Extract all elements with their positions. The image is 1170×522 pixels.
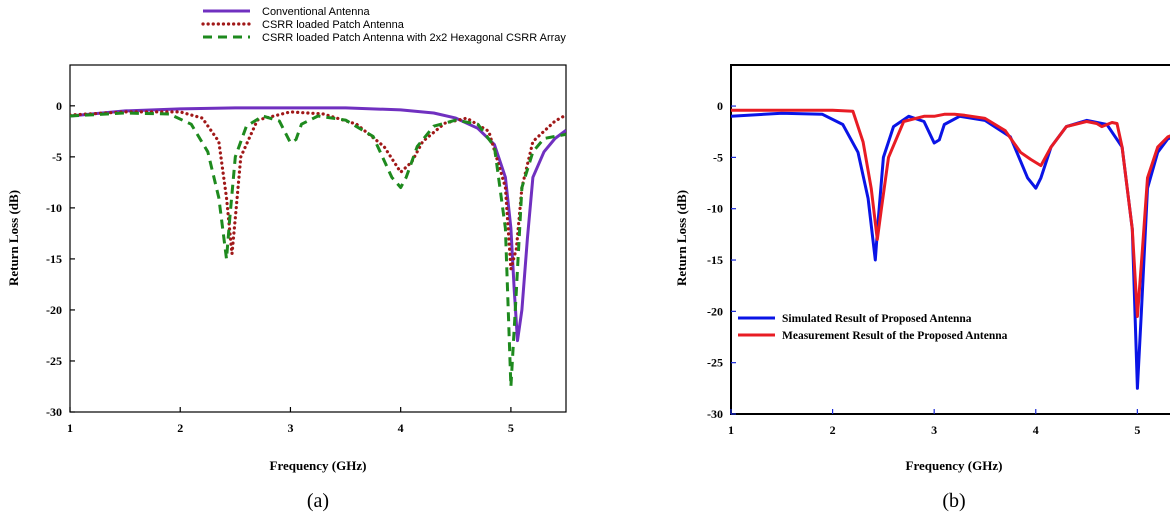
legend-label: CSRR loaded Patch Antenna with 2x2 Hexag… [262,32,566,44]
x-tick-label: 5 [508,421,514,435]
y-tick-label: -30 [707,407,723,421]
y-tick-label: -20 [707,304,723,318]
x-axis-title-b: Frequency (GHz) [906,458,1003,473]
legend-label: Simulated Result of Proposed Antenna [782,313,972,325]
y-axis-title-a: Return Loss (dB) [6,190,21,286]
x-tick-label: 5 [1134,423,1140,437]
y-tick-label: 0 [717,99,723,113]
y-tick-label: -15 [707,253,723,267]
y-tick-label: -25 [46,354,62,368]
x-tick-label: 3 [931,423,937,437]
y-tick-label: -10 [707,202,723,216]
series-line-1 [731,111,1170,390]
series-line-3 [70,111,566,388]
y-tick-label: -25 [707,356,723,370]
legend-label: CSRR loaded Patch Antenna [262,19,405,31]
series-line-2 [70,110,566,271]
series-line-2 [731,108,1170,318]
legend-label: Conventional Antenna [262,6,371,18]
legend-label: Measurement Result of the Proposed Anten… [782,330,1008,342]
y-tick-label: -20 [46,303,62,317]
series-group-b [731,108,1170,390]
y-axis-title-b: Return Loss (dB) [674,190,689,286]
tick-group-a: 1 2 3 4 5 0 -5 -10 -15 -20 -25 -30 [46,99,514,435]
x-tick-label: 4 [398,421,404,435]
y-tick-label: -5 [713,150,723,164]
series-line-1 [70,106,566,343]
x-tick-label: 1 [728,423,734,437]
plot-area-b [730,64,1170,415]
series-group-a [70,106,566,388]
x-tick-label: 4 [1033,423,1039,437]
legend-b: Simulated Result of Proposed Antenna Meas… [738,313,1008,342]
x-tick-label: 1 [67,421,73,435]
caption-b: (b) [942,490,965,512]
y-tick-label: -30 [46,405,62,419]
x-tick-label: 2 [177,421,183,435]
x-axis-title-a: Frequency (GHz) [270,458,367,473]
caption-a: (a) [307,490,329,512]
tick-group-b: 1 2 3 4 5 0 -5 -10 -15 -20 -25 -30 [707,99,1140,437]
y-tick-label: -10 [46,201,62,215]
chart-a: 1 2 3 4 50-5-10-15-20-25-30 Frequency (GHz) … [6,6,567,512]
y-tick-label: -15 [46,252,62,266]
plot-area-a [69,64,567,413]
chart-b: 1 2 3 4 50-5-10-15-20-25-30 Frequency (GHz) … [674,64,1170,512]
y-tick-label: -5 [52,150,62,164]
x-tick-label: 3 [287,421,293,435]
y-tick-label: 0 [56,99,62,113]
x-tick-label: 2 [830,423,836,437]
